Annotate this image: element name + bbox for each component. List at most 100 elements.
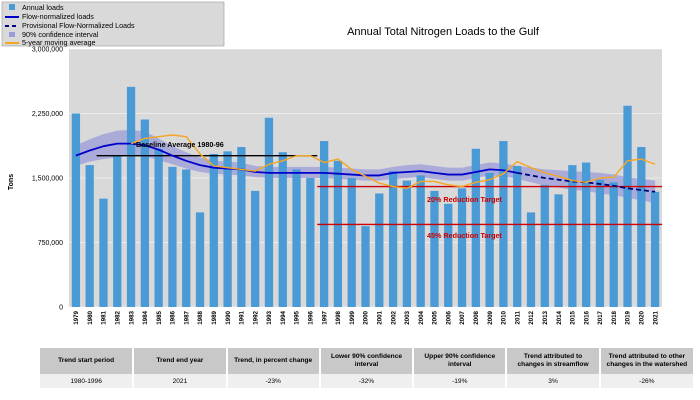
trend-lines	[75, 134, 656, 193]
cell-trend-end: 2021	[133, 374, 228, 388]
x-tick-label: 2004	[418, 310, 425, 324]
y-axis-ticks: 0 750,000 1,500,000 2,250,000 3,000,000	[32, 47, 63, 312]
trend-table: Trend start period Trend end year Trend,…	[40, 348, 693, 388]
x-tick-label: 1981	[101, 310, 108, 324]
bar	[168, 166, 177, 307]
moving-average-line	[130, 134, 656, 190]
y-tick-label: 2,250,000	[32, 111, 63, 118]
bars	[71, 86, 660, 308]
x-tick-label: 2016	[583, 310, 590, 324]
x-tick-label: 2018	[611, 310, 618, 324]
x-tick-label: 1993	[266, 310, 273, 324]
x-tick-label: 1997	[321, 310, 328, 324]
x-tick-label: 1994	[280, 310, 287, 324]
x-tick-label: 2001	[376, 310, 383, 324]
bar	[333, 160, 343, 307]
bar	[99, 198, 108, 307]
bar	[347, 178, 356, 307]
bar	[416, 175, 425, 307]
x-tick-label: 1990	[225, 310, 232, 324]
header-trend-percent: Trend, in percent change	[226, 348, 321, 374]
reference-lines	[96, 154, 662, 226]
x-tick-label: 2007	[459, 310, 466, 324]
bar	[568, 165, 577, 307]
x-tick-label: 2013	[542, 310, 549, 324]
bar	[485, 172, 494, 307]
y-tick-label: 1,500,000	[32, 176, 63, 183]
bar	[292, 169, 301, 307]
x-tick-label: 1983	[128, 310, 135, 324]
legend-box	[1, 1, 225, 47]
bar	[430, 190, 439, 307]
y-tick-label: 3,000,000	[32, 47, 63, 54]
legend-swatch-annual-loads	[9, 4, 15, 10]
x-tick-label: 1989	[211, 310, 218, 324]
x-tick-label: 2014	[556, 310, 563, 324]
x-tick-label: 2010	[501, 310, 508, 324]
x-tick-label: 2011	[514, 310, 521, 324]
header-lower-ci: Lower 90% confidence interval	[319, 348, 415, 374]
x-tick-label: 2012	[528, 310, 535, 324]
x-tick-label: 1999	[349, 310, 356, 324]
bar	[361, 226, 370, 307]
bar	[388, 171, 398, 307]
bar	[526, 212, 536, 307]
cell-trend-start: 1980-1996	[40, 374, 135, 388]
cell-trend-percent: -23%	[226, 374, 321, 388]
cell-watershed: -26%	[599, 374, 693, 388]
x-axis-ticks: 1979 1980 1981 1982 1983 1984 1985 1986 1987 1988…	[73, 310, 659, 324]
x-tick-label: 1980	[87, 310, 94, 324]
x-tick-label: 2009	[487, 310, 494, 324]
x-tick-label: 1984	[142, 310, 149, 324]
cell-upper-ci: -19%	[413, 374, 508, 388]
x-tick-label: 2015	[570, 310, 577, 324]
target-45-label: 45% Reduction Target	[427, 231, 503, 240]
bar	[595, 179, 605, 307]
trend-table-row: 1980-1996 2021 -23% -32% -19% 3% -26%	[40, 374, 693, 388]
bar	[154, 148, 163, 307]
target-20-label: 20% Reduction Target	[427, 195, 503, 204]
x-tick-label: 1988	[197, 310, 204, 324]
x-tick-label: 1991	[239, 310, 246, 324]
header-streamflow: Trend attributed to changes in streamflo…	[506, 348, 601, 374]
bar	[306, 178, 315, 307]
legend-label-flow-normalized: Flow-normalized loads	[22, 12, 94, 21]
x-tick-label: 2000	[363, 310, 370, 324]
y-axis-label: Tons	[8, 174, 15, 190]
bar	[554, 194, 563, 307]
bar	[209, 153, 218, 307]
bar	[264, 117, 274, 307]
x-tick-label: 1979	[73, 310, 80, 324]
x-tick-label: 2021	[652, 310, 659, 324]
bar	[237, 147, 246, 307]
header-trend-start: Trend start period	[40, 348, 135, 374]
legend: Annual loads Flow-normalized loads Provi…	[1, 1, 225, 47]
baseline-label: Baseline Average 1980-96	[136, 140, 224, 149]
y-tick-label: 0	[59, 305, 63, 312]
bar	[540, 184, 549, 307]
x-tick-label: 2020	[639, 310, 646, 324]
bar	[182, 169, 191, 307]
x-tick-label: 1987	[183, 310, 190, 324]
legend-label-provisional: Provisional Flow-Normalized Loads	[22, 21, 135, 30]
x-tick-label: 1995	[294, 310, 301, 324]
bar	[650, 191, 660, 307]
bar	[623, 105, 632, 307]
x-tick-label: 2002	[390, 310, 397, 324]
cell-streamflow: 3%	[506, 374, 601, 388]
bar	[140, 119, 149, 308]
bar	[278, 152, 287, 307]
bar	[375, 193, 384, 307]
trend-table-header: Trend start period Trend end year Trend,…	[40, 348, 693, 374]
bar	[513, 165, 522, 307]
x-tick-label: 1985	[156, 310, 163, 324]
x-tick-label: 2008	[473, 310, 480, 324]
bar	[582, 162, 591, 307]
flow-normalized-line	[75, 142, 518, 177]
bar	[402, 180, 412, 307]
bar	[471, 148, 480, 307]
y-tick-label: 750,000	[38, 240, 63, 247]
bar	[223, 151, 232, 307]
bar	[85, 165, 94, 307]
legend-label-confidence: 90% confidence interval	[22, 30, 99, 39]
